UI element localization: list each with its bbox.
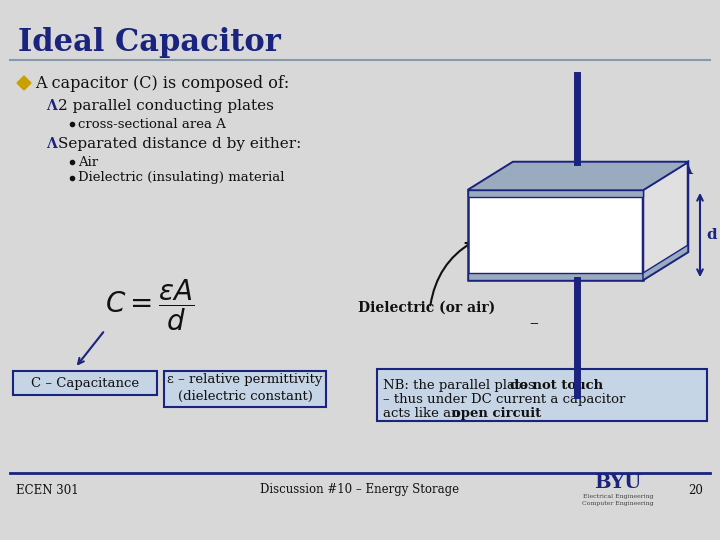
Polygon shape	[468, 162, 688, 190]
Text: cross-sectional area A: cross-sectional area A	[78, 118, 226, 131]
Text: Dielectric (insulating) material: Dielectric (insulating) material	[78, 172, 284, 185]
Text: Computer Engineering: Computer Engineering	[582, 501, 654, 506]
Polygon shape	[468, 273, 643, 280]
Text: ε – relative permittivity: ε – relative permittivity	[167, 374, 323, 387]
Text: Discussion #10 – Energy Storage: Discussion #10 – Energy Storage	[261, 483, 459, 496]
Text: acts like an: acts like an	[383, 407, 464, 420]
Text: (dielectric constant): (dielectric constant)	[178, 389, 312, 402]
Text: C – Capacitance: C – Capacitance	[31, 376, 139, 389]
Polygon shape	[468, 162, 688, 190]
Text: d: d	[706, 228, 716, 242]
FancyBboxPatch shape	[377, 369, 707, 421]
Text: – thus under DC current a capacitor: – thus under DC current a capacitor	[383, 393, 626, 406]
Text: A: A	[680, 161, 693, 179]
Text: A capacitor (C) is composed of:: A capacitor (C) is composed of:	[35, 75, 289, 91]
Text: Λ: Λ	[46, 99, 57, 113]
Polygon shape	[643, 162, 688, 280]
Text: 2 parallel conducting plates: 2 parallel conducting plates	[58, 99, 274, 113]
Text: Λ: Λ	[46, 137, 57, 151]
Text: ECEN 301: ECEN 301	[16, 483, 78, 496]
Text: NB: the parallel plates: NB: the parallel plates	[383, 379, 539, 392]
Polygon shape	[468, 190, 643, 280]
Text: open circuit: open circuit	[452, 407, 541, 420]
Polygon shape	[17, 76, 31, 90]
Text: Air: Air	[78, 156, 98, 168]
Text: Electrical Engineering: Electrical Engineering	[582, 494, 653, 499]
Text: 20: 20	[688, 483, 703, 496]
FancyBboxPatch shape	[13, 371, 157, 395]
Polygon shape	[643, 245, 688, 280]
FancyBboxPatch shape	[164, 371, 326, 407]
Text: Separated distance d by either:: Separated distance d by either:	[58, 137, 302, 151]
Text: $C = \dfrac{\varepsilon A}{d}$: $C = \dfrac{\varepsilon A}{d}$	[105, 277, 194, 333]
Text: Ideal Capacitor: Ideal Capacitor	[18, 26, 281, 57]
Text: +: +	[529, 187, 544, 205]
Text: do not touch: do not touch	[510, 379, 603, 392]
Polygon shape	[468, 190, 643, 197]
Text: BYU: BYU	[595, 474, 642, 492]
Text: Dielectric (or air): Dielectric (or air)	[358, 301, 495, 315]
Text: –: –	[529, 314, 538, 332]
